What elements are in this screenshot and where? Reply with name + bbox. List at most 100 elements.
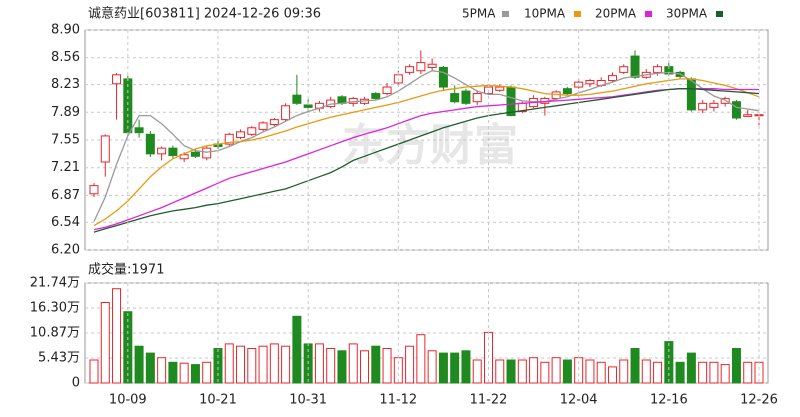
volume-bar [731,348,741,384]
candle-body [743,114,753,117]
volume-bar [709,361,719,384]
candle-body [89,185,99,195]
volume-bar [348,343,358,384]
volume-bar [258,345,268,384]
candle-body [405,66,415,73]
y-tick-label: 7.89 [51,105,80,120]
volume-bar [145,352,155,384]
volume-bar [371,345,381,384]
volume-bar [326,348,336,384]
candle-body [653,66,663,73]
legend-swatch [574,11,581,17]
volume-bar [461,350,471,384]
candle-body [168,147,178,156]
candle-body [134,127,144,134]
candle-body [269,119,279,126]
volume-bar [686,352,696,384]
volume-bar [529,357,539,384]
candle-body [145,133,155,155]
x-tick-label: 12-04 [560,393,598,408]
volume-bar [179,362,189,384]
ma-line [93,88,760,233]
volume-bar [224,343,234,384]
volume-bar [653,361,663,384]
volume-bar [123,311,133,384]
y-tick-label: 8.90 [51,23,80,38]
y-tick-label: 10.87万 [30,326,80,341]
candle-body [720,97,730,104]
candle-body [416,62,426,72]
candle-body [585,80,595,85]
ma-line [93,78,760,227]
candle-body [100,135,110,163]
candle-body [619,66,629,73]
volume-bar [269,343,279,384]
candle-body [709,102,719,108]
candle-body [236,131,246,139]
candle-body [281,105,291,121]
legend-label: 5PMA [462,7,496,21]
y-tick-label: 7.55 [51,133,80,148]
candle-body [382,86,392,95]
volume-bar [168,361,178,384]
x-tick-label: 11-22 [470,393,508,408]
volume-bar [382,348,392,384]
ma-line [93,70,760,222]
chart-title: 诚意药业[603811] 2024-12-26 09:36 [88,6,321,22]
candle-body [157,147,167,155]
y-tick-label: 8.23 [51,77,80,92]
volume-bar [517,359,527,384]
volume-bar [292,315,302,384]
x-tick-label: 12-16 [650,393,688,408]
legend-label: 20PMA [595,7,637,21]
watermark: 东方财富 [342,120,518,171]
volume-bar [450,352,460,384]
volume-bar [190,364,200,384]
candle-body [179,154,189,160]
candle-body [698,102,708,111]
candle-body [224,133,234,145]
volume-bar [314,343,324,384]
volume-bar [551,357,561,384]
volume-bar [112,288,122,384]
volume-bar [134,345,144,384]
volume-bar [562,359,572,384]
candle-body [202,147,212,159]
candle-body [190,151,200,157]
candle-body [461,90,471,104]
volume-bar [472,359,482,384]
x-tick-label: 10-21 [199,393,237,408]
y-tick-label: 16.30万 [30,301,80,316]
volume-bar [157,357,167,384]
volume-bar [100,302,110,384]
volume-bar [247,348,257,384]
candle-body [247,127,257,135]
y-tick-label: 8.56 [51,50,80,65]
x-tick-label: 11-12 [379,393,417,408]
candle-body [303,104,313,108]
volume-bar [281,345,291,384]
candle-body [562,88,572,95]
candle-body [630,55,640,78]
volume-bar [641,359,651,384]
candle-body [427,63,437,68]
volume-bar [416,334,426,384]
volume-bar [743,361,753,384]
volume-bar [427,350,437,384]
volume-bar [607,366,617,384]
volume-bar [619,359,629,384]
volume-bar [213,348,223,384]
y-tick-label: 6.20 [51,243,80,258]
volume-bar [438,352,448,384]
candle-body [292,94,302,104]
volume-bar [236,345,246,384]
legend-swatch [716,11,723,17]
volume-bar [405,345,415,384]
volume-bar [720,364,730,384]
legend-swatch [645,11,652,17]
legend-label: 10PMA [524,7,566,21]
volume-bar [495,359,505,384]
y-tick-label: 7.21 [51,160,80,175]
volume-bar [585,359,595,384]
